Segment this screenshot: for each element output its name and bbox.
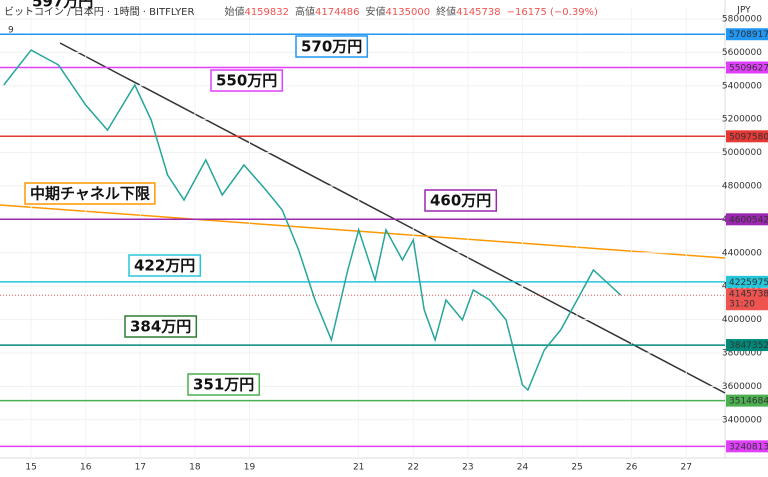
level-label: 3847352 [729, 341, 768, 351]
annotation-text: 550万円 [216, 72, 277, 90]
x-tick-label: 15 [25, 463, 36, 473]
x-tick-label: 24 [517, 463, 529, 473]
level-label-bg [726, 130, 768, 143]
price-line [3, 49, 622, 392]
annotation-box [210, 69, 284, 92]
current-price-bg [726, 288, 768, 311]
indicator: 9 [8, 26, 14, 36]
annotation-text: 422万円 [134, 257, 195, 275]
annotation-box [187, 373, 261, 396]
level-label: 4225975 [729, 278, 768, 288]
annotation-box [128, 254, 202, 277]
annotation-text: 中期チャネル下限 [30, 185, 150, 203]
annotation-text: 570万円 [301, 38, 362, 56]
current-price: 4145738 [729, 290, 768, 300]
y-tick-label: 3800000 [722, 348, 762, 358]
x-tick-label: 17 [135, 463, 146, 473]
level-label-bg [726, 28, 768, 41]
y-tick-label: 5800000 [722, 15, 762, 25]
x-tick-label: 22 [408, 463, 419, 473]
ohlc-value: 4135000 [386, 7, 431, 18]
annotation-box [295, 35, 369, 58]
current-timer: 31:20 [729, 300, 755, 310]
x-tick-label: 21 [353, 463, 364, 473]
y-tick-label: 4800000 [722, 181, 762, 191]
header: ビットコイン / 日本円 · 1時間 · BITFLYER 始値4159832 高値… [4, 5, 598, 18]
level-label: 5509627 [729, 64, 768, 74]
currency: JPY [736, 6, 751, 16]
ohlc-value: 4145738 [456, 7, 501, 18]
y-tick-label: 5400000 [722, 81, 762, 91]
x-tick-label: 16 [80, 463, 92, 473]
ohlc-label: 始値 [224, 5, 244, 18]
channel-line [0, 204, 726, 259]
ohlc-label: 安値 [366, 5, 386, 18]
level-label: 4600542 [729, 215, 768, 225]
ohlc-value: 4174486 [315, 7, 360, 18]
annotation-box [124, 315, 198, 338]
y-tick-label: 5000000 [722, 148, 762, 158]
annotation-text: 384万円 [130, 318, 191, 336]
annotation-box [424, 189, 498, 212]
y-tick-label: 3600000 [722, 382, 762, 392]
x-tick-label: 23 [462, 463, 473, 473]
trendline [59, 42, 726, 394]
level-label: 5097580 [729, 132, 768, 142]
level-label-bg [726, 440, 768, 453]
symbol: ビットコイン / 日本円 · 1時間 · BITFLYER [4, 5, 195, 18]
y-tick-label: 4000000 [722, 315, 762, 325]
level-label-bg [726, 213, 768, 226]
level-label-bg [726, 275, 768, 288]
annotation-text: 351万円 [193, 376, 254, 394]
level-label-bg [726, 339, 768, 352]
x-tick-label: 27 [681, 463, 692, 473]
top-note: 597万円 [32, 0, 93, 11]
level-label: 3514684 [729, 397, 768, 407]
y-tick-label: 3400000 [722, 415, 762, 425]
level-label: 3240813 [729, 442, 768, 452]
x-tick-label: 26 [626, 463, 638, 473]
ohlc-value: 4159832 [244, 7, 289, 18]
x-tick-label: 19 [244, 463, 256, 473]
annotation-box [24, 182, 156, 205]
x-tick-label: 25 [571, 463, 582, 473]
change: −16175 (−0.39%) [507, 7, 598, 18]
ohlc-label: 高値 [295, 5, 315, 18]
level-label-bg [726, 394, 768, 407]
y-tick-label: 5200000 [722, 115, 762, 125]
ohlc-label: 終値 [436, 5, 456, 18]
level-label: 5708917 [729, 30, 768, 40]
annotation-text: 460万円 [430, 192, 491, 210]
x-tick-label: 18 [189, 463, 201, 473]
level-label-bg [726, 61, 768, 74]
y-tick-label: 5600000 [722, 48, 762, 58]
y-tick-label: 4400000 [722, 248, 762, 258]
